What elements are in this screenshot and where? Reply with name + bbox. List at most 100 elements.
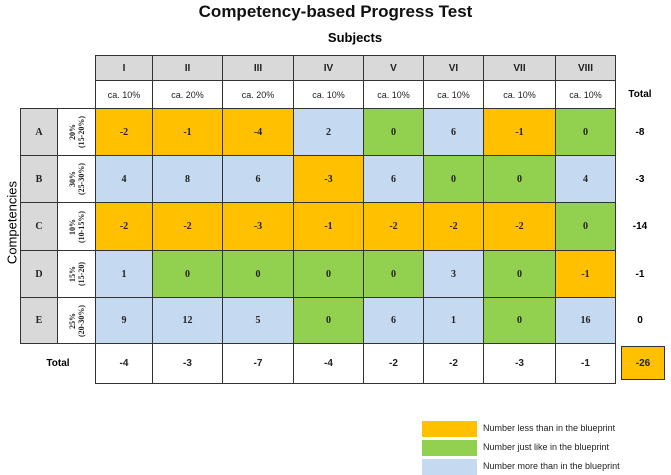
data-cell: 2 xyxy=(293,108,364,156)
row-pct: 30% xyxy=(67,171,77,187)
column-header: VI xyxy=(423,55,484,81)
column-target: ca. 10% xyxy=(555,80,616,109)
column-header: I xyxy=(95,55,153,81)
data-cell: -4 xyxy=(222,108,294,156)
row-target: 25% (20-30%) xyxy=(57,297,96,344)
row-range: (10-15%) xyxy=(76,210,86,243)
data-cell: -1 xyxy=(152,108,223,156)
data-cell: 4 xyxy=(555,155,616,203)
row-target: 10% (10-15%) xyxy=(57,202,96,251)
column-target: ca. 10% xyxy=(423,80,484,109)
row-target-label: 20% (15-20%) xyxy=(68,116,86,148)
column-total: -2 xyxy=(363,343,424,384)
data-cell: 6 xyxy=(363,155,424,203)
data-cell: 0 xyxy=(423,155,484,203)
data-cell: -2 xyxy=(483,202,556,251)
row-range: (15-20) xyxy=(76,262,86,286)
data-cell: -2 xyxy=(363,202,424,251)
row-header: B xyxy=(20,155,58,203)
data-cell: 6 xyxy=(423,108,484,156)
row-range: (15-20%) xyxy=(76,116,86,148)
row-pct: 10% xyxy=(67,218,77,235)
data-cell: -2 xyxy=(152,202,223,251)
column-header: II xyxy=(152,55,223,81)
data-cell: 3 xyxy=(423,250,484,298)
column-group-label: Subjects xyxy=(327,30,383,45)
legend-swatch xyxy=(422,459,477,475)
row-target-label: 30% (25-30%) xyxy=(68,163,86,195)
row-header: E xyxy=(20,297,58,344)
data-cell: 0 xyxy=(293,250,364,298)
row-pct: 20% xyxy=(67,124,77,140)
data-cell: -1 xyxy=(293,202,364,251)
column-header: V xyxy=(363,55,424,81)
column-header: IV xyxy=(293,55,364,81)
row-target: 20% (15-20%) xyxy=(57,108,96,156)
legend-label: Number more than in the blueprint xyxy=(483,461,620,471)
column-header: III xyxy=(222,55,294,81)
data-cell: -1 xyxy=(555,250,616,298)
row-total: -8 xyxy=(635,126,645,138)
data-cell: 0 xyxy=(483,155,556,203)
column-total: -4 xyxy=(95,343,153,384)
row-header: D xyxy=(20,250,58,298)
data-cell: 8 xyxy=(152,155,223,203)
grand-total: -26 xyxy=(621,346,665,380)
data-cell: 0 xyxy=(363,250,424,298)
data-cell: 0 xyxy=(222,250,294,298)
row-target-label: 15% (15-20) xyxy=(68,262,86,286)
data-cell: -2 xyxy=(423,202,484,251)
row-pct: 25% xyxy=(67,312,77,329)
data-cell: 5 xyxy=(222,297,294,344)
legend-label: Number just like in the blueprint xyxy=(483,442,610,452)
row-target: 15% (15-20) xyxy=(57,250,96,298)
column-total: -3 xyxy=(483,343,556,384)
column-target: ca. 10% xyxy=(363,80,424,109)
column-target: ca. 10% xyxy=(95,80,153,109)
column-total: -2 xyxy=(423,343,484,384)
chart-title: Competency-based Progress Test xyxy=(198,2,473,21)
data-cell: 4 xyxy=(95,155,153,203)
row-group-label: Competencies xyxy=(4,180,20,265)
data-cell: 12 xyxy=(152,297,223,344)
column-header: VII xyxy=(483,55,556,81)
data-cell: 0 xyxy=(152,250,223,298)
column-total: -3 xyxy=(152,343,223,384)
data-cell: 0 xyxy=(483,297,556,344)
data-cell: 0 xyxy=(363,108,424,156)
legend-swatch xyxy=(422,421,477,437)
data-cell: -1 xyxy=(483,108,556,156)
data-cell: 1 xyxy=(423,297,484,344)
row-target-label: 25% (20-30%) xyxy=(68,305,86,337)
legend-label: Number less than in the blueprint xyxy=(483,423,616,433)
data-cell: 1 xyxy=(95,250,153,298)
column-header: VIII xyxy=(555,55,616,81)
data-cell: -3 xyxy=(222,202,294,251)
data-cell: 0 xyxy=(483,250,556,298)
row-total: -1 xyxy=(635,268,645,280)
row-pct: 15% xyxy=(67,266,77,282)
row-target: 30% (25-30%) xyxy=(57,155,96,203)
data-cell: 0 xyxy=(293,297,364,344)
data-cell: 16 xyxy=(555,297,616,344)
total-row-label: Total xyxy=(46,357,70,369)
row-total: -3 xyxy=(635,173,645,185)
data-cell: -3 xyxy=(293,155,364,203)
row-header: A xyxy=(20,108,58,156)
row-range: (25-30%) xyxy=(76,163,86,195)
column-target: ca. 10% xyxy=(483,80,556,109)
data-cell: 6 xyxy=(363,297,424,344)
data-cell: 0 xyxy=(555,202,616,251)
column-total: -7 xyxy=(222,343,294,384)
data-cell: 9 xyxy=(95,297,153,344)
column-target: ca. 10% xyxy=(293,80,364,109)
column-target: ca. 20% xyxy=(222,80,294,109)
row-header: C xyxy=(20,202,58,251)
column-total: -1 xyxy=(555,343,616,384)
row-range: (20-30%) xyxy=(76,304,86,337)
legend-swatch xyxy=(422,440,477,456)
row-target-label: 10% (10-15%) xyxy=(68,211,86,243)
data-cell: -2 xyxy=(95,108,153,156)
data-cell: 6 xyxy=(222,155,294,203)
data-cell: 0 xyxy=(555,108,616,156)
